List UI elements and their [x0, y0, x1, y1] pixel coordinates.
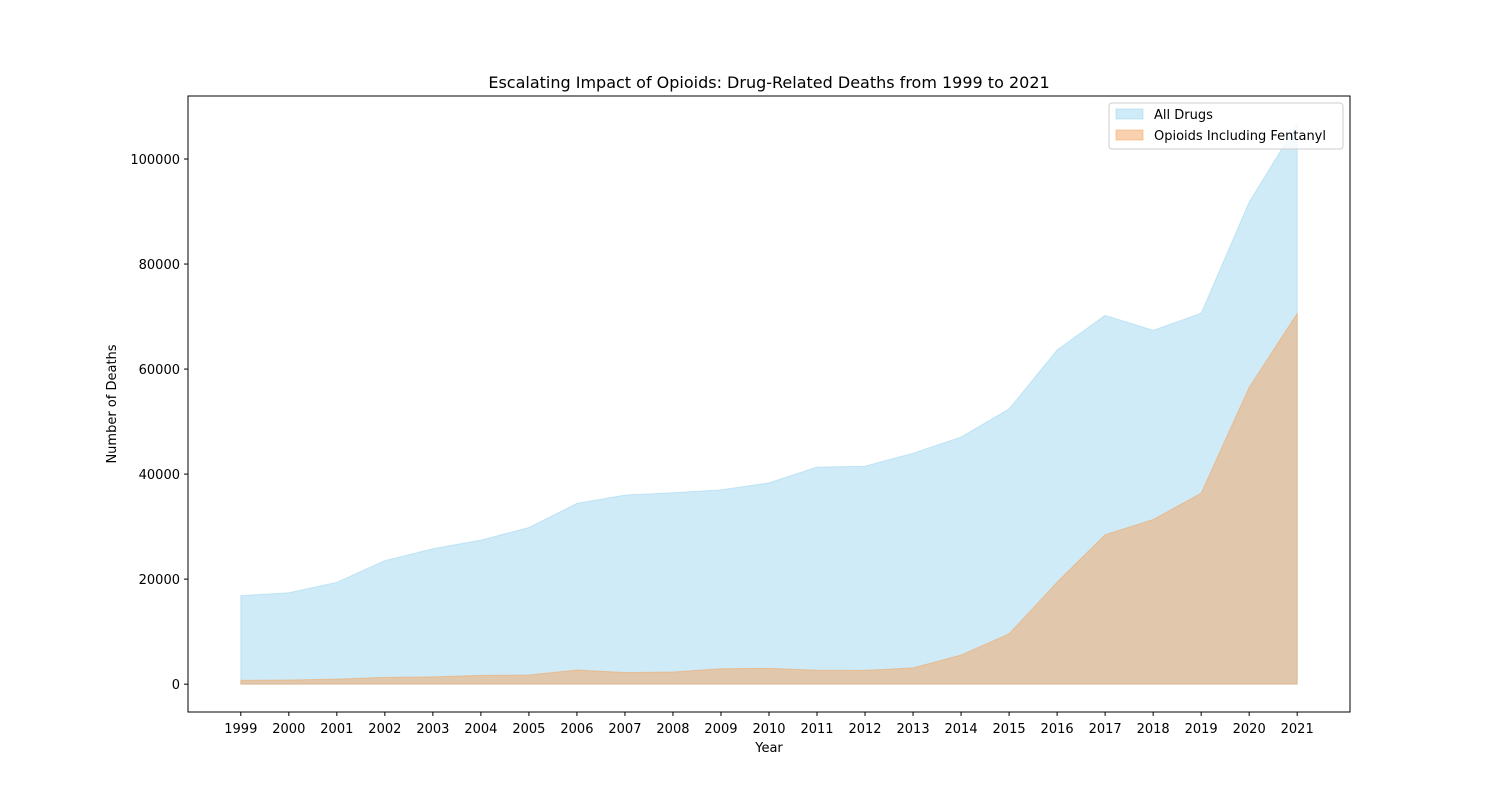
x-tick-label: 2012 [848, 722, 881, 737]
y-tick-label: 40000 [139, 468, 180, 483]
x-tick-label: 2004 [464, 722, 497, 737]
y-tick-label: 60000 [139, 363, 180, 378]
x-axis-label: Year [754, 741, 783, 756]
y-tick-label: 20000 [139, 573, 180, 588]
x-tick-label: 2008 [656, 722, 689, 737]
plot-areas [240, 122, 1298, 685]
x-tick-label: 2005 [512, 722, 545, 737]
y-tick-label: 100000 [130, 153, 180, 168]
x-tick-label: 2006 [560, 722, 593, 737]
y-tick-label: 0 [172, 678, 180, 693]
x-tick-label: 2014 [945, 722, 978, 737]
x-tick-label: 2010 [752, 722, 785, 737]
x-tick-label: 2016 [1041, 722, 1074, 737]
y-axis: 0 20000 40000 60000 80000 100000 [130, 153, 188, 693]
x-tick-label: 2020 [1233, 722, 1266, 737]
legend-swatch [1115, 108, 1144, 120]
x-tick-label: 2018 [1137, 722, 1170, 737]
area-series-0 [240, 122, 1298, 685]
x-axis: 1999 2000 2001 2002 2003 2004 2005 2006 2007 2008… [224, 712, 1314, 737]
x-tick-label: 2011 [800, 722, 833, 737]
x-tick-label: 2013 [897, 722, 930, 737]
chart-title: Escalating Impact of Opioids: Drug-Relat… [488, 73, 1049, 92]
x-tick-label: 2002 [368, 722, 401, 737]
x-tick-label: 2019 [1185, 722, 1218, 737]
legend-label: Opioids Including Fentanyl [1154, 129, 1326, 144]
x-tick-label: 2007 [608, 722, 641, 737]
x-tick-label: 2021 [1281, 722, 1314, 737]
x-tick-label: 2000 [272, 722, 305, 737]
legend: All Drugs Opioids Including Fentanyl [1108, 102, 1344, 150]
x-tick-label: 2015 [993, 722, 1026, 737]
y-axis-label: Number of Deaths [105, 344, 120, 463]
area-series-1 [240, 311, 1298, 685]
x-tick-label: 2009 [704, 722, 737, 737]
x-tick-label: 2001 [320, 722, 353, 737]
legend-label: All Drugs [1154, 108, 1213, 123]
legend-box [1108, 102, 1344, 150]
x-tick-label: 2003 [416, 722, 449, 737]
legend-swatch [1115, 129, 1144, 141]
y-tick-label: 80000 [139, 258, 180, 273]
x-tick-label: 2017 [1089, 722, 1122, 737]
x-tick-label: 1999 [224, 722, 257, 737]
